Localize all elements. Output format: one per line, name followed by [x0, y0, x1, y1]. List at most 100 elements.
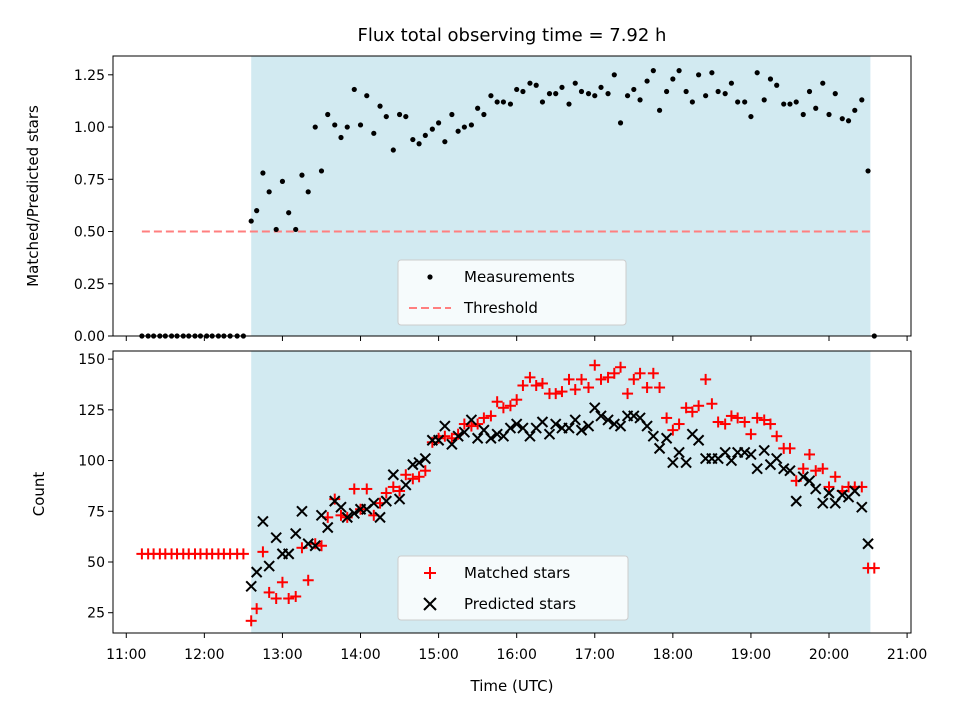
predicted-star-point	[641, 420, 653, 432]
predicted-star-point	[543, 428, 556, 440]
matched-star-point	[868, 562, 880, 574]
measurement-point	[338, 134, 344, 141]
predicted-star-point	[309, 540, 321, 552]
predicted-star-point	[263, 560, 275, 572]
matched-star-point	[575, 373, 587, 385]
predicted-star-point	[589, 402, 601, 414]
predicted-star-stroke-b	[524, 430, 536, 442]
predicted-star-point	[471, 432, 484, 444]
predicted-star-stroke-b	[446, 438, 458, 451]
predicted-star-point	[250, 566, 263, 578]
predicted-star-stroke-b	[263, 560, 275, 572]
matched-star-point	[407, 473, 419, 485]
predicted-star-point	[465, 414, 478, 426]
predicted-star-point	[290, 527, 302, 540]
matched-star-point	[563, 373, 575, 385]
y-tick-label: 75	[87, 504, 105, 520]
matched-star-point	[536, 377, 548, 389]
matched-star-point	[680, 402, 692, 414]
predicted-star-point	[536, 416, 549, 428]
measurement-point	[656, 107, 663, 113]
predicted-star-stroke-b	[797, 471, 809, 483]
predicted-star-point	[510, 418, 523, 430]
matched-star-point	[771, 430, 783, 442]
top-y-ticks: 0.00 0.25 0.50 0.75 1.00 1.25	[74, 68, 113, 345]
matched-star-point	[608, 367, 620, 379]
measurement-point	[514, 86, 520, 93]
matched-star-point	[764, 418, 776, 430]
matched-star-point	[712, 416, 724, 428]
predicted-star-stroke-b	[823, 487, 835, 499]
matched-star-point	[569, 384, 581, 396]
predicted-star-point	[432, 434, 445, 446]
matched-star-point	[667, 424, 679, 436]
predicted-star-point	[491, 428, 503, 440]
predicted-star-stroke-b	[536, 416, 549, 428]
measurement-point	[396, 111, 403, 118]
matched-star-point	[686, 406, 698, 418]
predicted-star-stroke-b	[582, 420, 595, 432]
measurement-point	[475, 105, 481, 111]
predicted-star-stroke-b	[784, 464, 796, 477]
measurement-point	[371, 130, 377, 136]
top-plot-frame	[112, 55, 912, 337]
x-tick-label: 18:00	[653, 647, 693, 663]
predicted-star-stroke-b	[563, 422, 575, 434]
predicted-star-stroke-b	[758, 444, 770, 457]
predicted-star-stroke-b	[341, 511, 353, 524]
top-legend-box	[397, 259, 627, 326]
matched-star-point	[829, 471, 841, 483]
predicted-star-point	[563, 422, 575, 434]
predicted-star-point	[608, 418, 620, 430]
predicted-star-point	[368, 497, 380, 509]
measurement-point	[696, 72, 702, 78]
top-y-axis-label: Matched/Predicted stars	[24, 105, 42, 287]
predicted-star-stroke-b	[614, 420, 627, 432]
measurement-point	[826, 111, 832, 118]
measurement-point	[722, 91, 728, 97]
predicted-star-stroke-b	[803, 475, 816, 487]
matched-star-point	[530, 379, 542, 391]
predicted-star-point	[257, 515, 269, 528]
measurement-point	[422, 132, 428, 139]
matched-star-point	[654, 382, 666, 394]
predicted-star-stroke-b	[647, 430, 660, 442]
matched-star-point	[270, 593, 282, 605]
predicted-star-stroke-b	[413, 456, 425, 469]
matched-star-point	[641, 382, 653, 394]
predicted-star-point	[374, 511, 386, 524]
legend-predicted-label: Predicted stars	[464, 595, 576, 613]
measurement-point	[533, 82, 539, 88]
measurement-point	[839, 116, 845, 122]
predicted-star-stroke-b	[315, 509, 328, 522]
measurement-point	[553, 91, 559, 97]
matched-star-point	[810, 465, 822, 477]
measurement-point	[754, 70, 760, 76]
predicted-star-point	[296, 505, 308, 517]
predicted-star-stroke-b	[575, 424, 588, 436]
predicted-star-stroke-b	[660, 432, 673, 444]
matched-star-point	[784, 442, 796, 454]
predicted-star-point	[628, 410, 640, 422]
predicted-star-point	[550, 418, 562, 430]
measurement-point	[605, 91, 611, 97]
matched-star-point	[524, 371, 536, 383]
matched-star-point	[803, 448, 815, 460]
measurement-point	[546, 91, 553, 97]
y-tick-label: 150	[78, 352, 105, 368]
measurement-point	[500, 99, 507, 105]
matched-star-point	[465, 420, 477, 432]
measurement-point	[429, 126, 435, 132]
matched-star-point	[380, 487, 392, 499]
matched-star-point	[817, 463, 829, 475]
measurement-point	[507, 101, 514, 107]
predicted-star-stroke-b	[608, 418, 620, 430]
measurement-point	[559, 84, 565, 90]
predicted-star-stroke-b	[790, 495, 802, 507]
matched-star-point	[394, 485, 406, 497]
predicted-star-stroke-b	[628, 410, 640, 422]
matched-star-point	[245, 615, 257, 627]
predicted-star-stroke-b	[778, 462, 790, 475]
predicted-star-stroke-b	[257, 515, 269, 528]
matched-star-point	[719, 418, 731, 430]
